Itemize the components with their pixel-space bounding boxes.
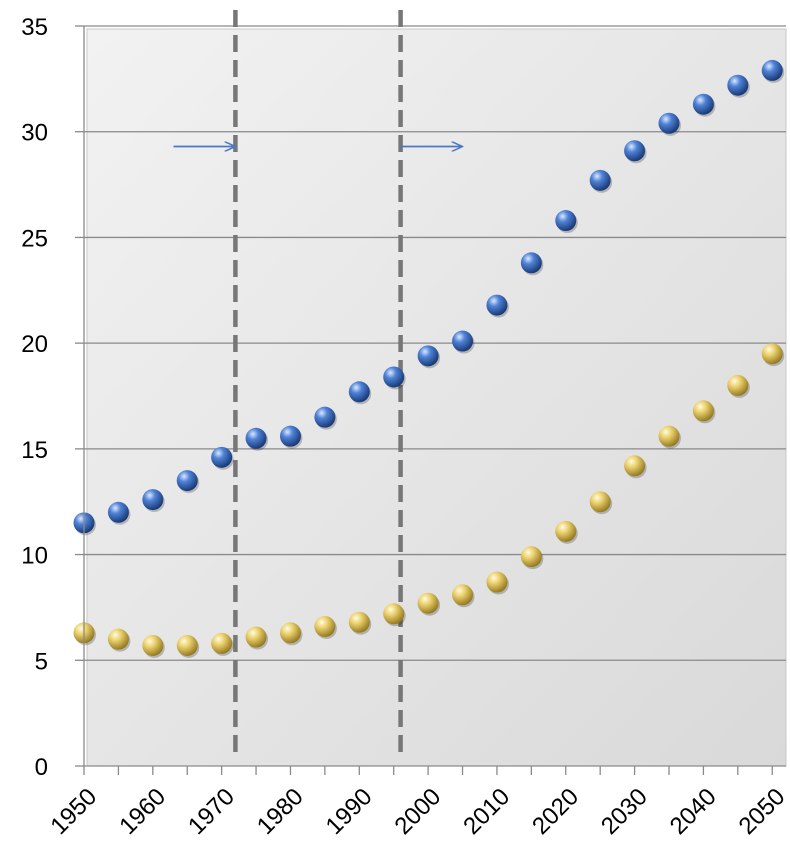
data-point-series-1 — [624, 140, 646, 162]
x-tick-label: 2020 — [527, 783, 584, 840]
y-tick-label: 5 — [35, 648, 48, 675]
plot-area — [86, 28, 787, 767]
data-point-series-1 — [452, 330, 474, 352]
data-point-series-2 — [383, 603, 405, 625]
data-point-series-1 — [589, 169, 611, 191]
data-point-series-2 — [279, 622, 301, 644]
y-tick-label: 0 — [35, 754, 48, 781]
data-point-series-1 — [761, 59, 783, 81]
x-tick-label: 2050 — [734, 783, 790, 840]
data-point-series-1 — [314, 406, 336, 428]
x-tick-label: 2030 — [596, 783, 653, 840]
x-tick-label: 2010 — [458, 783, 515, 840]
data-point-series-2 — [107, 628, 129, 650]
data-point-series-1 — [658, 112, 680, 134]
data-point-series-1 — [383, 366, 405, 388]
data-point-series-1 — [211, 446, 233, 468]
data-point-series-1 — [348, 381, 370, 403]
x-tick-label: 1960 — [114, 783, 171, 840]
data-point-series-2 — [589, 491, 611, 513]
data-point-series-2 — [761, 343, 783, 365]
data-point-series-2 — [486, 571, 508, 593]
data-point-series-1 — [486, 294, 508, 316]
data-point-series-1 — [417, 345, 439, 367]
y-tick-label: 25 — [21, 225, 48, 252]
y-tick-label: 30 — [21, 120, 48, 147]
x-tick-label: 1990 — [321, 783, 378, 840]
data-point-series-2 — [520, 546, 542, 568]
data-point-series-2 — [314, 615, 336, 637]
data-point-series-1 — [176, 470, 198, 492]
x-tick-label: 1950 — [45, 783, 102, 840]
data-point-series-1 — [279, 425, 301, 447]
x-tick-label: 1980 — [252, 783, 309, 840]
y-tick-label: 15 — [21, 437, 48, 464]
data-point-series-2 — [417, 592, 439, 614]
data-point-series-2 — [211, 632, 233, 654]
data-point-series-2 — [176, 634, 198, 656]
x-tick-label: 1970 — [183, 783, 240, 840]
y-tick-label: 10 — [21, 543, 48, 570]
data-point-series-2 — [348, 611, 370, 633]
x-tick-label: 2040 — [665, 783, 722, 840]
data-point-series-2 — [658, 425, 680, 447]
data-point-series-2 — [727, 374, 749, 396]
y-tick-label: 35 — [21, 14, 48, 41]
data-point-series-1 — [520, 252, 542, 274]
data-point-series-2 — [452, 584, 474, 606]
data-point-series-1 — [727, 74, 749, 96]
data-point-series-1 — [142, 489, 164, 511]
data-point-series-2 — [624, 455, 646, 477]
y-tick-label: 20 — [21, 331, 48, 358]
data-point-series-2 — [555, 520, 577, 542]
data-point-series-2 — [245, 626, 267, 648]
data-point-series-2 — [142, 634, 164, 656]
data-point-series-1 — [107, 501, 129, 523]
data-point-series-2 — [692, 400, 714, 422]
x-tick-label: 2000 — [390, 783, 447, 840]
data-point-series-1 — [555, 210, 577, 232]
data-point-series-1 — [245, 427, 267, 449]
data-point-series-1 — [692, 93, 714, 115]
